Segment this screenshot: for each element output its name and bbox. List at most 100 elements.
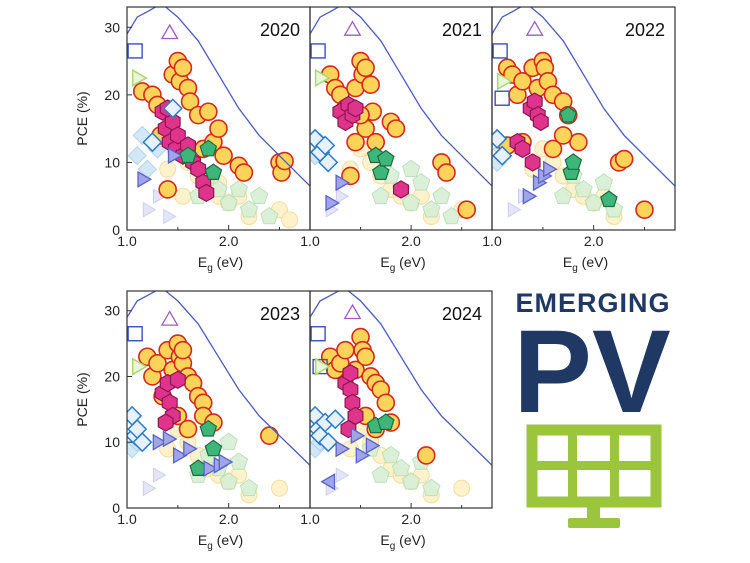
logo-word: EMERGING [515,288,670,318]
data-point-organic-faint-7 [159,160,177,178]
data-point-organic-hl-16 [214,146,233,165]
data-point-pent-3 [600,190,618,208]
x-axis-label: Eg (eV) [198,254,243,274]
panel-year-label: 2021 [442,20,482,40]
data-point-organic-hl-18 [173,340,193,360]
data-point-tri-right-3 [365,437,381,455]
data-point-pent-faint-0 [371,186,390,204]
data-point-perov-5 [169,370,186,389]
data-point-pent-faint-4 [412,173,431,191]
data-point-tri-right-3 [543,160,558,178]
data-point-pent-faint-3 [219,472,238,490]
y-tick-label: 20 [104,368,120,384]
chart-panel-2020: 1.0 2.0 0 10 20 30 2020 Eg (eV) PCE (%) [74,6,311,274]
data-point-tri-right-1 [162,430,178,448]
data-point-pent-faint-5 [239,478,259,497]
data-point-tri-right-0 [335,440,351,458]
plot-frame [309,290,493,509]
y-tick-label: 20 [104,87,120,103]
data-point-perov-1 [514,139,531,159]
data-point-tri-faint-1 [335,188,350,204]
data-point-diamond-4 [318,432,339,453]
data-point-organic-hl-17 [635,200,654,220]
data-point-pent-2 [376,149,395,167]
data-point-organic-hl-4 [158,180,177,199]
data-point-perov-11 [198,183,215,202]
data-point-organic-hl-8 [173,58,193,78]
data-point-square-0 [310,326,326,342]
data-point-organic-hl-11 [376,393,396,413]
data-point-diamond-3 [318,152,339,173]
efficiency-limit-line [127,291,310,466]
data-point-pent-1 [204,163,223,180]
data-point-organic-hl-13 [386,119,406,138]
data-point-pent-faint-8 [402,159,421,177]
data-point-tri-faint-0 [142,480,157,497]
efficiency-limit-line [310,7,492,187]
y-tick-label: 0 [112,500,120,516]
data-point-pent-faint-2 [391,458,411,477]
data-point-organic-hl-9 [346,132,365,152]
chart-panel-2022: 1.0 2.0 2022 Eg (eV) [482,6,676,274]
data-point-pent-faint-6 [432,186,451,204]
data-point-pent-faint-6 [250,186,269,204]
x-axis-label: Eg (eV) [563,254,608,274]
efficiency-limit-line [310,291,492,466]
data-point-tri-faint-2 [163,208,177,225]
data-point-pent-1 [204,439,223,457]
emerging-pv-logo: EMERGING PV [513,288,671,528]
data-point-pent-2 [564,153,583,170]
data-point-square-0 [127,326,143,342]
data-point-pent-1 [376,413,395,430]
data-point-organic-hl-7 [356,347,375,367]
data-point-tri-right-2 [355,446,371,464]
panel-year-label: 2023 [260,304,300,324]
data-point-pent-faint-5 [422,200,441,218]
y-tick-label: 10 [104,154,120,170]
data-point-organic-hl-10 [180,92,200,111]
data-point-pent-faint-0 [371,465,390,483]
data-point-pent-faint-3 [402,472,421,490]
data-point-pent-faint-2 [574,179,593,198]
chart-panel-2021: 1.0 2.0 2021 Eg (eV) [300,6,493,274]
solar-panel-icon [526,424,662,528]
x-axis-label: Eg (eV) [198,532,243,552]
data-point-organic-hl-13 [178,419,198,439]
y-tick-label: 10 [104,434,120,450]
data-point-tri-purple-0 [160,23,179,40]
chart-panel-2024: 1.0 2.0 2024 Eg (eV) [300,290,493,552]
plot-area [127,291,310,504]
data-point-tri-right-1 [350,427,366,445]
data-point-organic-hl-14 [569,132,588,152]
data-point-tri-green-0 [314,68,331,87]
data-point-square-0 [310,43,326,59]
data-point-tri-left-0 [320,473,336,491]
x-tick-label: 1.0 [117,233,137,249]
efficiency-limit-line [492,7,675,187]
data-point-diamond-1 [162,98,183,119]
plot-area [310,291,492,504]
x-tick-label: 1.0 [300,511,320,527]
data-point-tri-right-3 [183,440,198,458]
data-point-diamond-faint-0 [127,145,147,166]
x-tick-label: 2.0 [401,511,421,527]
data-point-tri-purple-0 [525,20,544,36]
plot-area [310,7,492,225]
data-point-pent-faint-7 [260,206,279,225]
data-point-perov-4 [157,413,174,432]
y-tick-label: 0 [112,222,120,238]
data-point-pent-1 [371,163,390,180]
data-point-perov-5 [169,126,186,145]
data-point-diamond-0 [492,128,508,149]
x-tick-label: 1.0 [117,511,137,527]
data-point-square-1 [494,90,510,106]
data-point-organic-faint-10 [281,211,299,229]
data-point-diamond-3 [132,432,153,453]
data-point-organic-hl-17 [341,166,360,186]
data-point-organic-hl-18 [234,163,254,182]
data-point-tri-right-1 [335,174,351,192]
data-point-organic-hl-15 [437,163,456,182]
data-point-tri-right-0 [137,170,153,188]
x-tick-label: 2.0 [584,233,604,249]
